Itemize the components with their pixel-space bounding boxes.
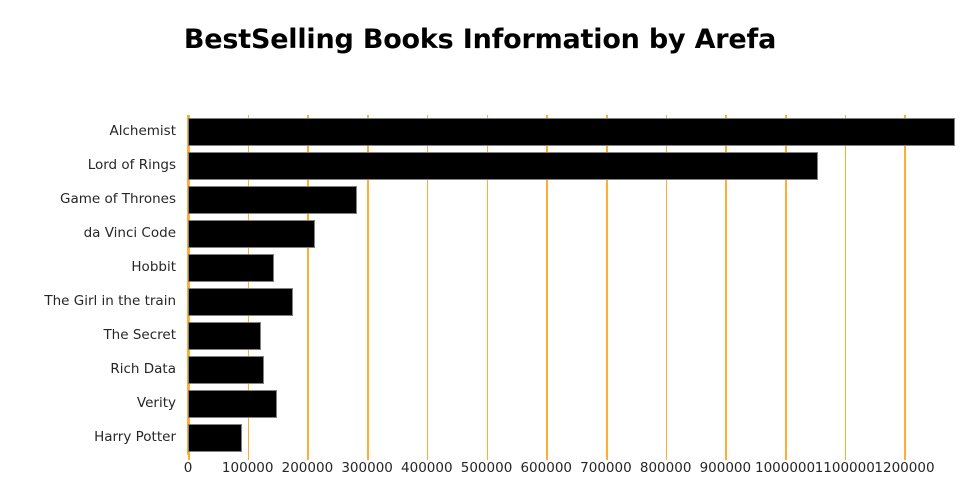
- bar: [188, 356, 264, 384]
- bar: [188, 424, 243, 452]
- x-tick-mark: [844, 455, 847, 460]
- bar-fill: [188, 288, 294, 316]
- x-tick-label: 300000: [341, 460, 393, 476]
- bar-fill: [188, 424, 243, 452]
- y-tick-label: Game of Thrones: [60, 191, 176, 207]
- plot-area: [188, 115, 960, 455]
- bar-fill: [188, 356, 264, 384]
- gridline-x-100000: [247, 115, 250, 455]
- x-tick-mark: [307, 455, 309, 460]
- y-tick-label: The Girl in the train: [44, 293, 176, 309]
- x-axis-tick-labels: 0 100000 200000 300000 400000 500000 600000 700…: [184, 455, 960, 500]
- y-tick-label: Harry Potter: [94, 429, 176, 445]
- y-tick-label: The Secret: [103, 327, 176, 343]
- bar: [188, 220, 315, 248]
- x-tick-label: 1200000: [874, 460, 935, 476]
- x-tick-mark: [785, 455, 787, 460]
- x-tick-mark: [486, 455, 489, 460]
- bar-fill: [188, 186, 357, 214]
- x-tick-mark: [188, 455, 190, 460]
- gridline-x-1100000: [844, 115, 847, 455]
- gridline-x-300000: [367, 115, 369, 455]
- chart-title: BestSelling Books Information by Arefa: [183, 24, 777, 55]
- x-tick-label: 400000: [401, 460, 453, 476]
- bar: [188, 254, 274, 282]
- bar-fill: [188, 322, 262, 350]
- bar-fill: [188, 254, 274, 282]
- bar-fill: [188, 220, 315, 248]
- gridline-x-1200000: [904, 115, 907, 455]
- x-tick-mark: [546, 455, 548, 460]
- bar-fill: [188, 390, 277, 418]
- bar: [188, 118, 956, 146]
- x-tick-label: 600000: [520, 460, 573, 476]
- x-tick-label: 500000: [460, 460, 513, 476]
- bar-series: [188, 115, 960, 455]
- x-axis-gridlines: [188, 115, 960, 455]
- x-tick-label: 1100000: [814, 460, 875, 476]
- gridline-x-500000: [486, 115, 489, 455]
- gridline-x-0: [188, 115, 190, 455]
- x-tick-label: 700000: [580, 460, 632, 476]
- x-tick-mark: [605, 455, 608, 460]
- gridline-x-900000: [725, 115, 727, 455]
- x-tick-mark: [247, 455, 250, 460]
- gridline-x-600000: [546, 115, 548, 455]
- x-tick-mark: [426, 455, 429, 460]
- bar: [188, 152, 818, 180]
- y-axis-spine: [187, 115, 189, 455]
- gridline-x-400000: [426, 115, 429, 455]
- y-tick-label: da Vinci Code: [83, 225, 176, 241]
- bar-fill: [188, 152, 818, 180]
- gridline-x-800000: [665, 115, 668, 455]
- bar: [188, 322, 262, 350]
- y-tick-label: Rich Data: [110, 361, 176, 377]
- y-tick-label: Alchemist: [109, 123, 177, 139]
- x-tick-mark: [367, 455, 369, 460]
- bar: [188, 288, 294, 316]
- x-tick-label: 0: [183, 460, 193, 476]
- y-axis-tick-labels: Alchemist Lord of Rings Game of Thrones da …: [0, 115, 182, 455]
- y-tick-label: Lord of Rings: [87, 157, 176, 173]
- x-tick-label: 100000: [221, 460, 274, 476]
- x-tick-mark: [665, 455, 668, 460]
- x-tick-mark: [904, 455, 907, 460]
- x-tick-label: 1000000: [754, 460, 816, 476]
- x-tick-label: 200000: [281, 460, 334, 476]
- gridline-x-1000000: [785, 115, 787, 455]
- gridline-x-200000: [307, 115, 309, 455]
- x-tick-label: 800000: [639, 460, 692, 476]
- gridline-x-700000: [605, 115, 608, 455]
- x-tick-label: 900000: [699, 460, 752, 476]
- y-tick-label: Verity: [136, 395, 176, 411]
- bar-fill: [188, 118, 956, 146]
- x-tick-mark: [725, 455, 727, 460]
- bar: [188, 186, 357, 214]
- bar: [188, 390, 277, 418]
- y-tick-label: Hobbit: [131, 259, 176, 275]
